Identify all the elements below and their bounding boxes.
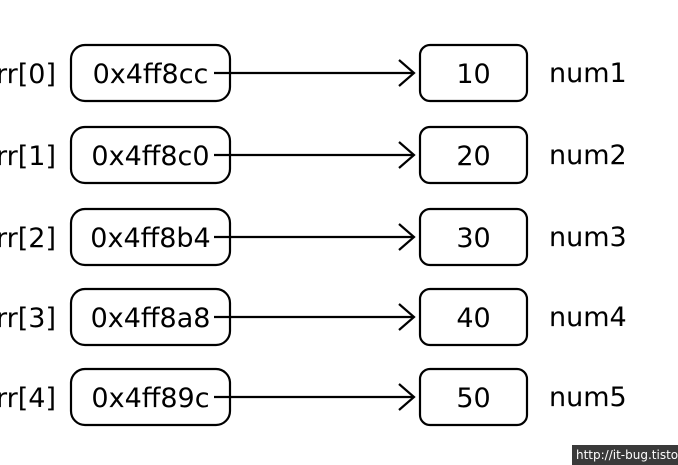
value-text: 20: [456, 141, 490, 172]
index-label: rr[0]: [0, 59, 56, 90]
index-label: rr[4]: [0, 383, 56, 414]
value-box: [418, 125, 529, 185]
arrow-head-icon: [398, 383, 416, 411]
value-text: 50: [456, 383, 490, 414]
value-text: 30: [456, 223, 490, 254]
arrow-head-icon: [398, 303, 416, 331]
index-label: rr[1]: [0, 141, 56, 172]
diagram-row: rr[0] 0x4ff8cc 10 num1: [0, 43, 627, 103]
address-text: 0x4ff8cc: [93, 59, 209, 90]
variable-name: num5: [549, 382, 627, 413]
watermark: http://it-bug.tistory.com: [572, 445, 678, 465]
address-text: 0x4ff8a8: [91, 303, 211, 334]
diagram-row: rr[2] 0x4ff8b4 30 num3: [0, 207, 627, 267]
address-text: 0x4ff89c: [91, 383, 209, 414]
arrow-head-icon: [398, 223, 416, 251]
index-label: rr[3]: [0, 303, 56, 334]
address-text: 0x4ff8c0: [91, 141, 209, 172]
arrow-head-icon: [398, 59, 416, 87]
value-text: 40: [456, 303, 490, 334]
value-box: [418, 43, 529, 103]
diagram-row: rr[3] 0x4ff8a8 40 num4: [0, 287, 627, 347]
variable-name: num2: [549, 140, 627, 171]
value-box: [418, 367, 529, 427]
value-box: [418, 287, 529, 347]
value-box: [418, 207, 529, 267]
variable-name: num3: [549, 222, 627, 253]
value-text: 10: [456, 59, 490, 90]
diagram-row: rr[1] 0x4ff8c0 20 num2: [0, 125, 627, 185]
variable-name: num4: [549, 302, 627, 333]
address-text: 0x4ff8b4: [90, 223, 210, 254]
variable-name: num1: [549, 58, 627, 89]
diagram-row: rr[4] 0x4ff89c 50 num5: [0, 367, 627, 427]
arrow-head-icon: [398, 141, 416, 169]
index-label: rr[2]: [0, 223, 56, 254]
